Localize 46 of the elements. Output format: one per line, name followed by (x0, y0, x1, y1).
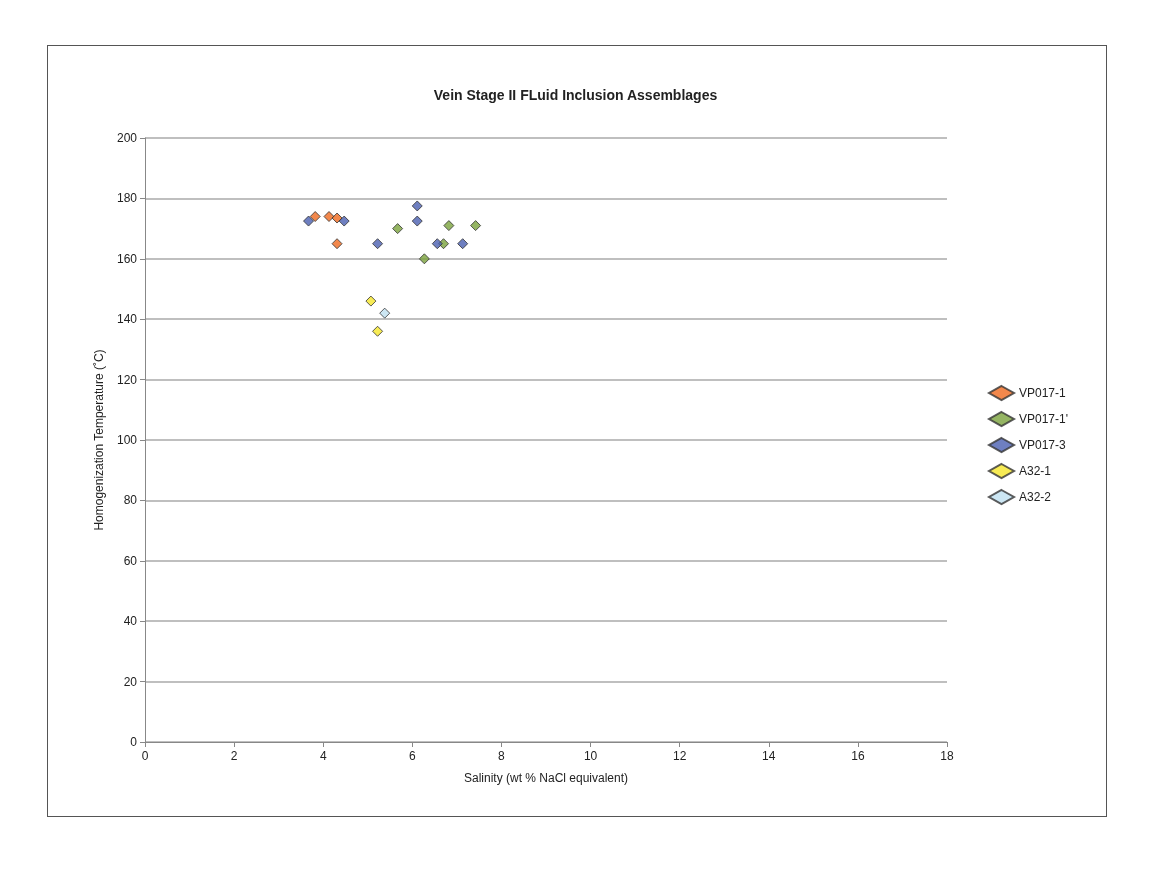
y-tick-label: 80 (123, 493, 138, 508)
legend-label: A32-2 (1019, 490, 1052, 504)
point (379, 307, 391, 319)
legend-label: VP017-3 (1019, 438, 1067, 452)
x-tick-label: 4 (319, 749, 327, 763)
point (309, 211, 321, 223)
x-tick-label: 0 (141, 749, 149, 763)
y-tick-label: 160 (116, 251, 138, 266)
y-tick-label: 120 (116, 372, 138, 387)
y-tick-label: 20 (123, 674, 138, 689)
point (331, 238, 343, 250)
y-tick-label: 40 (123, 614, 138, 629)
y-tick-label: 200 (116, 131, 138, 145)
y-tick-label: 0 (130, 735, 138, 749)
point (372, 325, 384, 337)
legend-label: VP017-1 (1019, 386, 1067, 400)
x-tick-label: 8 (498, 749, 506, 763)
y-tick-label: 180 (116, 191, 138, 206)
x-tick-label: 18 (940, 749, 954, 763)
point (411, 215, 423, 227)
point (443, 220, 455, 232)
legend-label: VP017-1' (1019, 412, 1069, 426)
x-axis-title: Salinity (wt % NaCl equivalent) (463, 771, 629, 785)
x-tick-label: 6 (408, 749, 416, 763)
x-tick-label: 10 (583, 749, 598, 763)
legend-label: A32-1 (1019, 464, 1052, 478)
point (418, 253, 430, 265)
y-tick-label: 100 (116, 433, 138, 447)
x-tick-label: 12 (672, 749, 687, 763)
y-tick-label: 140 (116, 312, 138, 327)
chart-title: Vein Stage II FLuid Inclusion Assemblages (433, 87, 718, 103)
y-axis-title: Homogenization Temperature (˚C) (92, 349, 106, 531)
point (470, 220, 482, 232)
point (338, 215, 350, 227)
x-tick-label: 2 (230, 749, 238, 763)
x-tick-label: 16 (851, 749, 865, 763)
point (365, 295, 377, 307)
y-tick-label: 60 (123, 553, 138, 568)
point (303, 215, 315, 227)
point (372, 238, 384, 250)
point (411, 200, 423, 212)
point (392, 223, 404, 235)
point (457, 238, 469, 250)
point (431, 238, 443, 250)
point (323, 211, 335, 223)
x-tick-label: 14 (762, 749, 776, 763)
